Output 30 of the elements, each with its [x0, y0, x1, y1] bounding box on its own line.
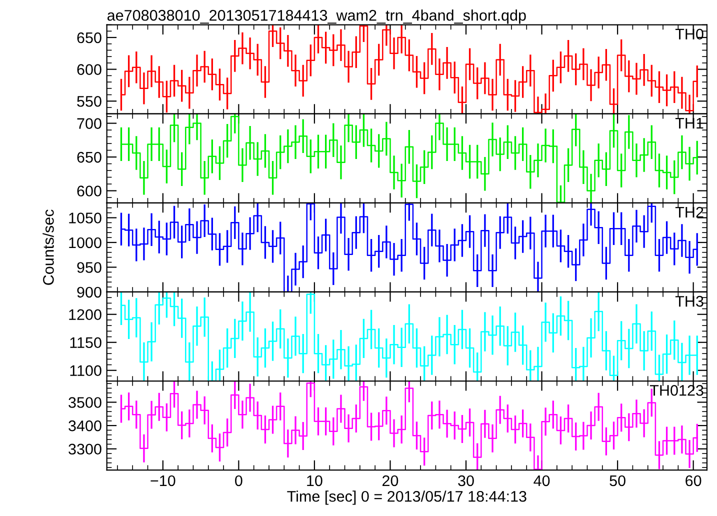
y-tick-label: 3400 — [68, 420, 102, 432]
y-tick-label: 950 — [77, 262, 102, 273]
x-tick-label: 40 — [534, 475, 550, 486]
y-tick-label: 550 — [77, 96, 102, 107]
chart-title: ae708038010_20130517184413_wam2_trn_4band_short.qdp — [107, 10, 526, 24]
y-tick-label: 700 — [77, 118, 102, 129]
y-tick-label: 1100 — [70, 365, 102, 376]
y-tick-label: 650 — [77, 152, 102, 163]
y-tick-label: 600 — [77, 186, 102, 196]
y-tick-label: 1000 — [69, 237, 102, 248]
x-tick-label: 30 — [458, 475, 474, 486]
x-tick-label: 0 — [235, 475, 242, 486]
x-tick-label: −10 — [150, 475, 176, 486]
y-axis-title: Counts/sec — [42, 210, 54, 285]
y-tick-label: 3500 — [68, 397, 102, 408]
x-axis-title: Time [sec] 0 = 2013/05/17 18:44:13 — [287, 490, 526, 505]
x-tick-label: 60 — [686, 475, 702, 486]
annotation: TH3 — [675, 296, 704, 307]
y-tick-label: 3300 — [68, 444, 102, 455]
y-tick-label: 900 — [77, 286, 102, 298]
y-tick-label: 600 — [77, 64, 102, 75]
x-tick-label: 10 — [307, 475, 322, 486]
x-tick-label: 20 — [382, 475, 398, 486]
y-tick-label: 650 — [77, 32, 102, 44]
y-tick-label: 1150 — [70, 337, 102, 348]
annotation: TH1 — [675, 118, 704, 128]
x-tick-label: 50 — [610, 475, 626, 486]
annotation: TH2 — [675, 206, 704, 218]
y-tick-label: 1200 — [69, 309, 102, 320]
y-tick-label: 1050 — [69, 212, 102, 224]
